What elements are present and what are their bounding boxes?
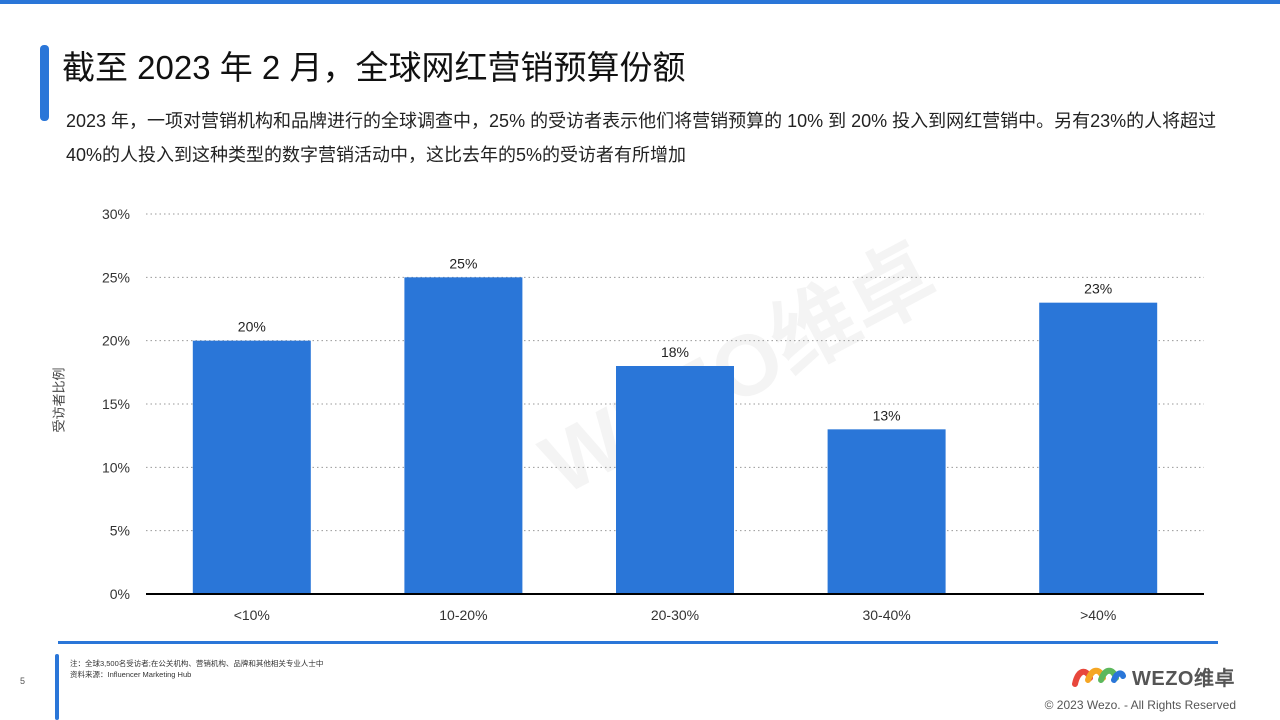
bar (827, 429, 946, 594)
y-tick-label: 5% (110, 523, 130, 539)
bar-value-label: 20% (238, 319, 266, 335)
page-subtitle: 2023 年，一项对营销机构和品牌进行的全球调查中，25% 的受访者表示他们将营… (66, 111, 1217, 165)
bar-value-label: 23% (1084, 281, 1112, 297)
page-number: 5 (20, 676, 26, 686)
x-tick-label: 30-40% (862, 607, 910, 623)
wezo-logo: WEZO维卓 (1072, 662, 1235, 691)
x-tick-label: 20-30% (651, 607, 699, 623)
logo-text: WEZO维卓 (1132, 668, 1235, 690)
y-axis-label: 受访者比例 (52, 367, 68, 433)
x-tick-label: 10-20% (439, 607, 487, 623)
footer-accent-bar (55, 654, 59, 720)
x-tick-label: >40% (1080, 607, 1116, 623)
bar (404, 277, 523, 594)
y-tick-label: 15% (102, 396, 130, 412)
top-accent-bar (0, 0, 1280, 4)
bar (1039, 302, 1158, 594)
bar-value-label: 13% (873, 407, 901, 423)
copyright: © 2023 Wezo. - All Rights Reserved (1044, 698, 1236, 712)
y-tick-label: 25% (102, 269, 130, 285)
x-tick-label: <10% (234, 607, 270, 623)
bar-value-label: 25% (449, 255, 477, 271)
y-tick-label: 0% (110, 586, 130, 602)
bar-value-label: 18% (661, 344, 689, 360)
wezo-logo-icon (1072, 667, 1126, 687)
bar (192, 340, 311, 594)
footnotes: 注：全球3,500名受访者;在公关机构、营销机构、品牌和其他相关专业人士中 资料… (70, 658, 323, 680)
footnote-source: 资料来源：Influencer Marketing Hub (70, 670, 192, 679)
footnote-note: 注：全球3,500名受访者;在公关机构、营销机构、品牌和其他相关专业人士中 (70, 659, 324, 668)
y-tick-label: 20% (102, 333, 130, 349)
y-tick-label: 30% (102, 206, 130, 222)
footer-divider (58, 641, 1218, 644)
y-tick-label: 10% (102, 459, 130, 475)
bar (616, 366, 734, 594)
page-title: 截至 2023 年 2 月，全球网红营销预算份额 (62, 49, 686, 86)
title-accent-bar (40, 45, 49, 121)
